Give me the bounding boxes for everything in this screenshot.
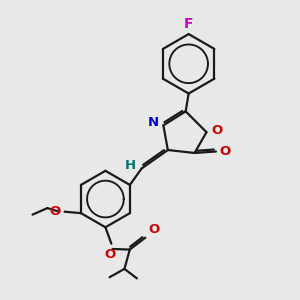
Text: F: F: [184, 16, 194, 31]
Text: N: N: [148, 116, 159, 130]
Text: O: O: [211, 124, 223, 137]
Text: O: O: [104, 248, 115, 261]
Text: H: H: [125, 159, 136, 172]
Text: O: O: [49, 205, 60, 218]
Text: O: O: [220, 145, 231, 158]
Text: O: O: [148, 223, 160, 236]
